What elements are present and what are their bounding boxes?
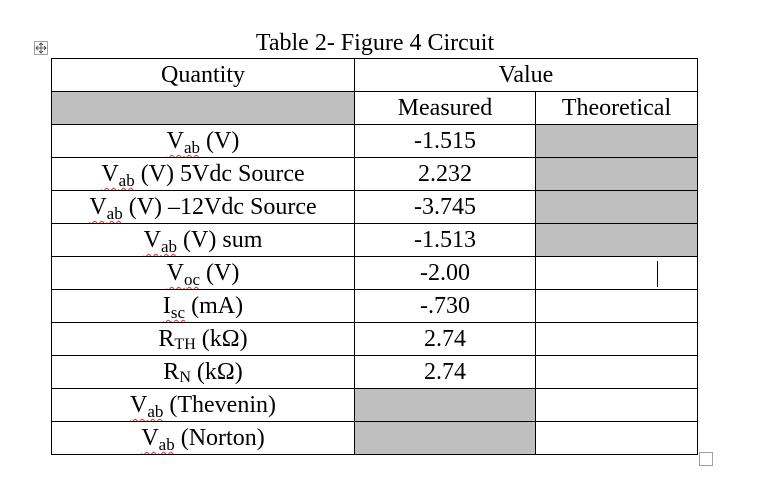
table-row: RN (kΩ) 2.74: [51, 355, 698, 389]
table-title: Table 2- Figure 4 Circuit: [255, 30, 495, 56]
header-theoretical[interactable]: Theoretical: [535, 91, 698, 125]
table-row: RTH (kΩ) 2.74: [51, 322, 698, 356]
quantity-cell[interactable]: RTH (kΩ): [51, 322, 355, 356]
table-move-handle-icon[interactable]: [34, 41, 48, 55]
theoretical-cell[interactable]: [535, 223, 698, 257]
quantity-unit-label: (V): [200, 260, 240, 286]
quantity-symbol-group: RN: [163, 359, 191, 386]
measured-cell[interactable]: -.730: [354, 289, 536, 323]
quantity-symbol-group: Vab: [89, 194, 123, 223]
quantity-cell[interactable]: Vab (Thevenin): [51, 388, 355, 422]
quantity-unit-label: (V) –12Vdc Source: [122, 194, 317, 220]
theoretical-cell[interactable]: [535, 124, 698, 158]
quantity-symbol: R: [158, 326, 175, 352]
quantity-symbol: V: [141, 425, 159, 451]
quantity-symbol: V: [166, 260, 184, 286]
quantity-symbol-group: Vab: [141, 425, 175, 454]
quantity-cell[interactable]: Vab (V): [51, 124, 355, 158]
quantity-symbol-group: Isc: [162, 293, 186, 322]
table-row: Vab (V) -1.515: [51, 124, 698, 158]
measured-cell[interactable]: -3.745: [354, 190, 536, 224]
quantity-cell[interactable]: Vab (Norton): [51, 421, 355, 455]
table-resize-handle-icon[interactable]: [699, 452, 713, 466]
header-value[interactable]: Value: [354, 58, 698, 92]
header-quantity[interactable]: Quantity: [51, 58, 355, 92]
header-row: Quantity Value: [51, 58, 698, 92]
quantity-symbol-group: Vab: [166, 128, 201, 157]
table-row: Vab (Thevenin): [51, 388, 698, 422]
quantity-symbol: V: [129, 392, 148, 418]
quantity-cell[interactable]: Vab (V) sum: [51, 223, 355, 257]
shaded-cell[interactable]: [51, 91, 355, 125]
measured-cell[interactable]: [354, 421, 536, 455]
theoretical-cell[interactable]: [535, 355, 698, 389]
table-row: Vab (Norton): [51, 421, 698, 455]
table-row: Vab (V) 5Vdc Source 2.232: [51, 157, 698, 191]
theoretical-cell[interactable]: [535, 421, 698, 455]
table-row: Voc (V) -2.00: [51, 256, 698, 290]
quantity-unit-label: (Norton): [174, 425, 265, 451]
measured-cell[interactable]: 2.74: [354, 355, 536, 389]
text-cursor: [657, 261, 658, 288]
quantity-unit-label: (mA): [185, 293, 244, 319]
data-table: Quantity Value Measured Theoretical Vab …: [51, 58, 698, 455]
quantity-subscript: TH: [174, 336, 196, 353]
quantity-symbol-group: RTH: [158, 326, 196, 353]
measured-cell[interactable]: [354, 388, 536, 422]
quantity-subscript: ab: [118, 171, 135, 190]
quantity-symbol: V: [143, 227, 161, 253]
theoretical-cell[interactable]: [535, 388, 698, 422]
quantity-symbol: V: [166, 128, 184, 154]
measured-cell[interactable]: -2.00: [354, 256, 536, 290]
quantity-cell[interactable]: Isc (mA): [51, 289, 355, 323]
data-rows: Vab (V) -1.515 Vab (V) 5Vdc Source 2.232 Vab…: [51, 124, 698, 455]
measured-cell[interactable]: 2.232: [354, 157, 536, 191]
quantity-symbol-group: Voc: [166, 260, 201, 289]
quantity-symbol: V: [89, 194, 107, 220]
quantity-unit-label: (kΩ): [190, 359, 243, 385]
quantity-unit-label: (V): [200, 128, 240, 154]
quantity-symbol-group: Vab: [101, 161, 135, 190]
quantity-subscript: ab: [160, 237, 178, 256]
quantity-symbol: V: [101, 161, 119, 187]
quantity-symbol-group: Vab: [143, 227, 178, 256]
measured-cell[interactable]: -1.513: [354, 223, 536, 257]
quantity-subscript: ab: [158, 435, 175, 454]
quantity-cell[interactable]: Voc (V): [51, 256, 355, 290]
quantity-unit-label: (kΩ): [195, 326, 248, 352]
quantity-cell[interactable]: Vab (V) 5Vdc Source: [51, 157, 355, 191]
quantity-subscript: N: [179, 369, 191, 386]
quantity-symbol: I: [162, 293, 171, 319]
theoretical-cell[interactable]: [535, 190, 698, 224]
quantity-unit-label: (Thevenin): [163, 392, 276, 418]
quantity-cell[interactable]: Vab (V) –12Vdc Source: [51, 190, 355, 224]
quantity-subscript: sc: [170, 303, 186, 322]
measured-cell[interactable]: 2.74: [354, 322, 536, 356]
measured-cell[interactable]: -1.515: [354, 124, 536, 158]
theoretical-cell[interactable]: [535, 256, 698, 290]
quantity-unit-label: (V) sum: [177, 227, 263, 253]
header-measured[interactable]: Measured: [354, 91, 536, 125]
quantity-unit-label: (V) 5Vdc Source: [134, 161, 305, 187]
theoretical-cell[interactable]: [535, 289, 698, 323]
quantity-cell[interactable]: RN (kΩ): [51, 355, 355, 389]
quantity-subscript: oc: [183, 270, 201, 289]
table-row: Vab (V) –12Vdc Source -3.745: [51, 190, 698, 224]
quantity-subscript: ab: [183, 138, 201, 157]
quantity-subscript: ab: [147, 402, 164, 421]
theoretical-cell[interactable]: [535, 322, 698, 356]
table-row: Isc (mA) -.730: [51, 289, 698, 323]
quantity-subscript: ab: [106, 204, 123, 223]
subheader-row: Measured Theoretical: [51, 91, 698, 125]
quantity-symbol: R: [163, 359, 180, 385]
table-row: Vab (V) sum -1.513: [51, 223, 698, 257]
theoretical-cell[interactable]: [535, 157, 698, 191]
quantity-symbol-group: Vab: [129, 392, 164, 421]
